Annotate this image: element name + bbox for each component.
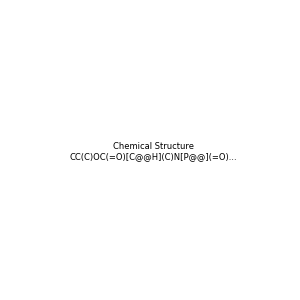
- Text: Chemical Structure
CC(C)OC(=O)[C@@H](C)N[P@@](=O)...: Chemical Structure CC(C)OC(=O)[C@@H](C)N…: [70, 142, 238, 161]
